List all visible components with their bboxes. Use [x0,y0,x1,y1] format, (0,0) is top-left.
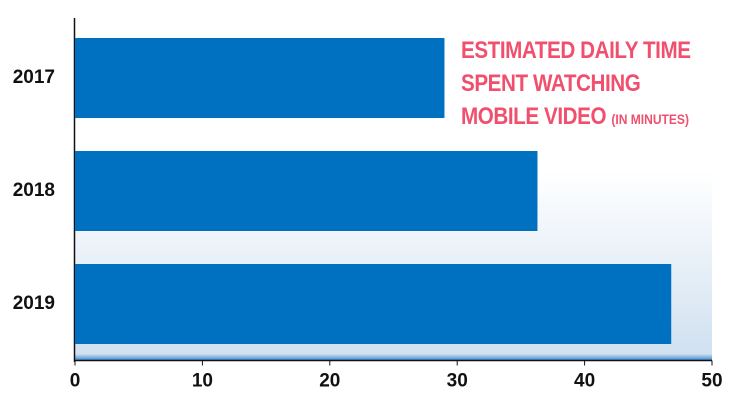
bar [75,264,672,344]
y-tick-label: 2018 [13,180,55,201]
x-tick-label: 40 [574,371,595,392]
chart-title-block: ESTIMATED DAILY TIME SPENT WATCHING MOBI… [461,34,719,136]
x-tick-label: 0 [70,371,81,392]
chart-title: ESTIMATED DAILY TIME SPENT WATCHING MOBI… [461,37,691,130]
bar [75,38,445,118]
x-tick-label: 50 [701,371,722,392]
baseline-band [75,354,712,361]
y-tick-label: 2019 [13,293,55,314]
bar [75,151,538,231]
chart-subtitle: (IN MINUTES) [611,111,689,127]
x-tick-label: 10 [192,371,213,392]
x-tick-label: 20 [319,371,340,392]
y-tick-label: 2017 [13,67,55,88]
x-tick-label: 30 [447,371,468,392]
